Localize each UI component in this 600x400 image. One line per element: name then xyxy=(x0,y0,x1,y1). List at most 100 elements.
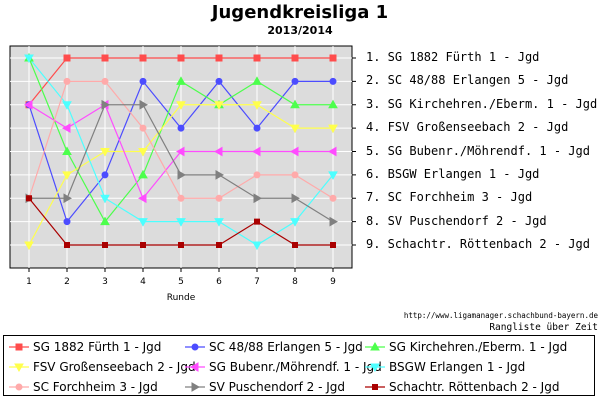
series-3-point xyxy=(100,216,110,226)
legend-label: SG Bubenr./Möhrendf. 1 - Jgd xyxy=(209,360,382,374)
series-7-point xyxy=(329,194,337,202)
series-6-point xyxy=(100,194,110,204)
chart-note: Rangliste über Zeit xyxy=(489,322,598,333)
series-4-point xyxy=(100,148,110,157)
x-axis-ticks: 1 2 3 4 5 6 7 8 9 xyxy=(26,268,336,287)
legend-swatch-1 xyxy=(9,343,29,351)
series-3-point xyxy=(328,99,338,109)
series-8-point xyxy=(329,216,339,227)
chart-subtitle: 2013/2014 xyxy=(267,24,333,37)
rank-label-7: 7. SC Forchheim 3 - Jgd xyxy=(366,190,533,205)
series-8-point xyxy=(291,193,301,204)
x-tick-label: 4 xyxy=(140,277,146,287)
series-4-point xyxy=(62,171,72,180)
x-tick-label: 2 xyxy=(64,277,70,287)
series-1-point xyxy=(291,54,299,62)
legend-item-1: SG 1882 Fürth 1 - Jgd xyxy=(8,338,161,356)
series-8-point xyxy=(177,170,187,180)
chart-title: Jugendkreisliga 1 xyxy=(211,2,389,23)
legend-swatch-marker xyxy=(15,343,23,351)
series-8-point xyxy=(139,99,149,110)
series-9-point xyxy=(140,242,146,248)
x-axis-label: Runde xyxy=(167,293,196,303)
series-7-point xyxy=(291,171,299,179)
series-4-point xyxy=(290,124,300,134)
series-1-point xyxy=(139,54,147,62)
legend-item-5: SG Bubenr./Möhrendf. 1 - Jgd xyxy=(184,358,382,376)
series-9-point xyxy=(178,242,184,248)
legend-swatch-4 xyxy=(9,363,29,373)
legend-item-3: SG Kirchehren./Eberm. 1 - Jgd xyxy=(364,338,567,356)
legend-swatch-6 xyxy=(365,363,385,373)
series-7-point xyxy=(253,171,261,179)
series-1-point xyxy=(101,54,109,62)
series-9-point xyxy=(330,242,336,248)
series-5-point xyxy=(175,146,185,157)
series-6-point xyxy=(290,218,300,227)
series-3-point xyxy=(252,76,262,85)
legend-swatch-2 xyxy=(185,343,205,351)
series-8-point xyxy=(215,170,225,180)
legend-item-4: FSV Großenseebach 2 - Jgd xyxy=(8,358,196,376)
series-3-point xyxy=(176,76,186,85)
x-tick-label: 8 xyxy=(292,277,298,287)
legend-label: SV Puschendorf 2 - Jgd xyxy=(209,380,346,394)
series-5-point xyxy=(23,99,33,110)
series-8-point xyxy=(101,99,111,110)
x-tick-label: 5 xyxy=(178,277,184,287)
rank-label-5: 5. SG Bubenr./Möhrendf. 1 - Jgd xyxy=(366,143,590,158)
series-4-point xyxy=(138,148,148,157)
legend-swatch-9 xyxy=(365,384,385,390)
series-9-point xyxy=(26,195,32,202)
legend-swatch-marker xyxy=(189,362,199,372)
series-6-point xyxy=(62,101,72,110)
rank-label-8: 8. SV Puschendorf 2 - Jgd xyxy=(366,213,547,228)
legend-swatch-marker xyxy=(370,363,380,373)
series-4-point xyxy=(252,101,262,110)
x-tick-label: 1 xyxy=(26,277,32,287)
legend-swatch-marker xyxy=(372,384,378,390)
series-7-point xyxy=(139,124,147,132)
series-5-point xyxy=(213,146,223,157)
series-7-point xyxy=(63,77,71,85)
series-4-point xyxy=(176,101,186,110)
source-url: http://www.ligamanager.schachbund-bayern… xyxy=(403,311,598,320)
series-9-point xyxy=(216,242,222,248)
x-tick-label: 3 xyxy=(102,277,108,287)
legend-item-8: SV Puschendorf 2 - Jgd xyxy=(184,378,345,396)
legend-label: SG Kirchehren./Eberm. 1 - Jgd xyxy=(389,340,568,354)
legend-label: SC 48/88 Erlangen 5 - Jgd xyxy=(209,340,363,354)
legend-item-7: SC Forchheim 3 - Jgd xyxy=(8,378,158,396)
legend-swatch-8 xyxy=(185,382,205,392)
series-7-point xyxy=(101,77,109,85)
series-2-point xyxy=(101,171,109,179)
series-5-point xyxy=(61,123,71,133)
rank-label-1: 1. SG 1882 Fürth 1 - Jgd xyxy=(366,50,540,64)
legend-item-6: BSGW Erlangen 1 - Jgd xyxy=(364,358,525,376)
legend-swatch-marker xyxy=(14,363,24,373)
series-2-point xyxy=(291,77,299,85)
rank-label-4: 4. FSV Großenseebach 2 - Jgd xyxy=(366,120,569,135)
legend-swatch-marker xyxy=(370,341,380,351)
series-5-point xyxy=(327,146,337,157)
series-3-point xyxy=(62,146,72,155)
series-7-point xyxy=(215,194,223,202)
legend-swatch-5 xyxy=(185,362,205,372)
series-4-point xyxy=(24,241,34,251)
series-5-point xyxy=(137,193,147,204)
legend-swatch-7 xyxy=(9,383,29,391)
series-6-point xyxy=(138,218,148,227)
legend-label: FSV Großenseebach 2 - Jgd xyxy=(33,360,196,374)
series-2-point xyxy=(329,77,337,85)
series-4-point xyxy=(328,124,338,134)
x-tick-label: 6 xyxy=(216,277,222,287)
series-2-point xyxy=(63,218,71,226)
series-2-point xyxy=(215,77,223,85)
legend-label: SC Forchheim 3 - Jgd xyxy=(33,380,158,394)
series-8-point xyxy=(253,193,263,204)
series-markers xyxy=(23,52,339,251)
series-9-point xyxy=(102,242,108,248)
x-tick-label: 9 xyxy=(330,277,336,287)
series-3-point xyxy=(138,169,148,179)
series-1-point xyxy=(177,54,185,62)
